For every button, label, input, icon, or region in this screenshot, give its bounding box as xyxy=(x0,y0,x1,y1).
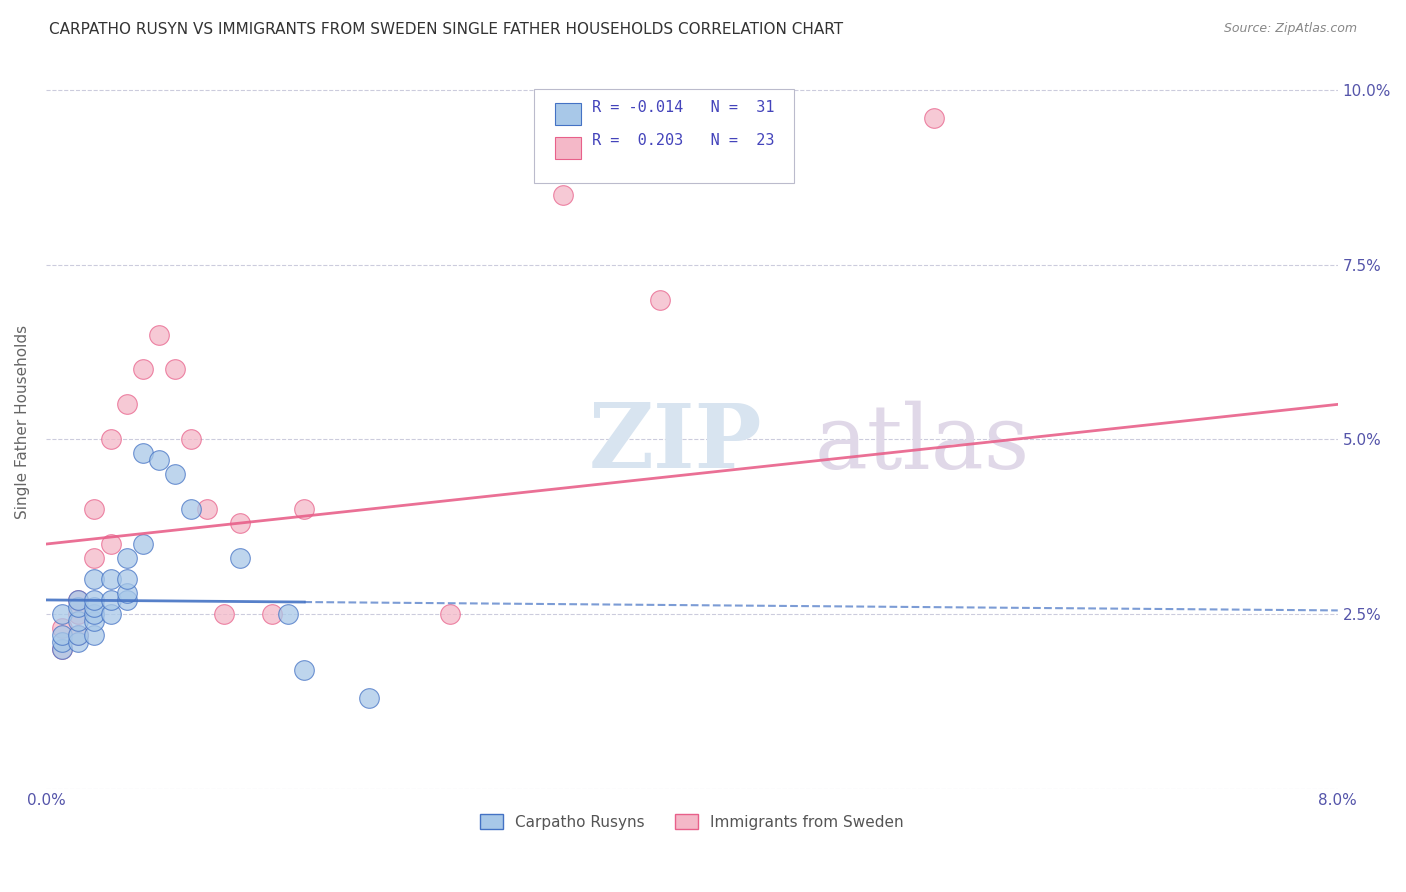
Point xyxy=(100,607,122,621)
Point xyxy=(67,607,90,621)
Point xyxy=(67,593,90,607)
Point xyxy=(51,621,73,635)
Point xyxy=(212,607,235,621)
Point xyxy=(132,537,155,551)
Point xyxy=(648,293,671,307)
Point xyxy=(115,572,138,586)
Legend: Carpatho Rusyns, Immigrants from Sweden: Carpatho Rusyns, Immigrants from Sweden xyxy=(474,807,910,836)
Point xyxy=(83,551,105,566)
Point xyxy=(180,502,202,516)
Point xyxy=(51,607,73,621)
Point xyxy=(439,607,461,621)
Point xyxy=(197,502,219,516)
Point xyxy=(83,593,105,607)
Point xyxy=(165,467,187,482)
Point xyxy=(67,593,90,607)
Point xyxy=(551,187,574,202)
Point xyxy=(229,516,252,530)
Point xyxy=(292,663,315,677)
Point xyxy=(115,586,138,600)
Text: Source: ZipAtlas.com: Source: ZipAtlas.com xyxy=(1223,22,1357,36)
Point xyxy=(277,607,299,621)
Point xyxy=(67,635,90,649)
Point xyxy=(83,502,105,516)
Point xyxy=(148,327,170,342)
Point xyxy=(115,593,138,607)
Point xyxy=(83,607,105,621)
Point xyxy=(67,599,90,614)
Point xyxy=(229,551,252,566)
Point xyxy=(100,537,122,551)
Point xyxy=(132,362,155,376)
Point xyxy=(67,628,90,642)
Point xyxy=(51,628,73,642)
Point xyxy=(51,635,73,649)
Point xyxy=(51,641,73,656)
Point xyxy=(100,593,122,607)
Text: ZIP: ZIP xyxy=(589,401,762,487)
Point xyxy=(357,690,380,705)
Point xyxy=(115,551,138,566)
Point xyxy=(83,628,105,642)
Point xyxy=(83,614,105,628)
Point xyxy=(922,111,945,125)
Point xyxy=(67,628,90,642)
Text: atlas: atlas xyxy=(814,401,1029,488)
Text: CARPATHO RUSYN VS IMMIGRANTS FROM SWEDEN SINGLE FATHER HOUSEHOLDS CORRELATION CH: CARPATHO RUSYN VS IMMIGRANTS FROM SWEDEN… xyxy=(49,22,844,37)
Point xyxy=(67,614,90,628)
Point xyxy=(292,502,315,516)
Text: R = -0.014   N =  31: R = -0.014 N = 31 xyxy=(592,100,775,114)
Point xyxy=(180,432,202,446)
Point xyxy=(83,572,105,586)
Point xyxy=(51,641,73,656)
Text: R =  0.203   N =  23: R = 0.203 N = 23 xyxy=(592,134,775,148)
Point xyxy=(100,432,122,446)
Point xyxy=(100,572,122,586)
Point xyxy=(260,607,283,621)
Y-axis label: Single Father Households: Single Father Households xyxy=(15,325,30,519)
Point xyxy=(132,446,155,460)
Point xyxy=(83,599,105,614)
Point xyxy=(165,362,187,376)
Point xyxy=(115,397,138,411)
Point xyxy=(148,453,170,467)
